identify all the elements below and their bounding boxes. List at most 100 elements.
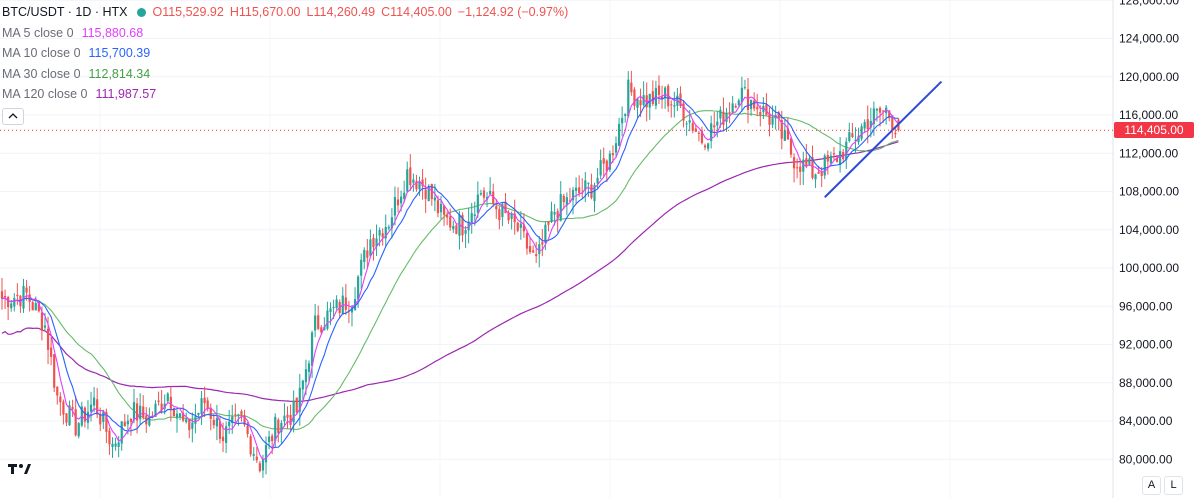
candle-body (132, 402, 136, 420)
candle-body (860, 126, 863, 139)
candle-body (406, 169, 409, 192)
candle-body (756, 107, 759, 110)
candle-body (571, 190, 575, 201)
candle-body (762, 106, 765, 113)
candle-body (86, 411, 90, 423)
candle-body (105, 411, 108, 432)
candle-body (203, 397, 206, 404)
trendline-drawing[interactable] (824, 80, 943, 198)
candle-body (473, 214, 476, 217)
candle-body (378, 230, 381, 236)
candle-body (372, 237, 375, 248)
candle-body (866, 119, 869, 130)
candle-body (470, 213, 473, 225)
candle-body (329, 308, 332, 312)
collapse-legend-button[interactable] (2, 107, 24, 125)
candle-body (59, 396, 62, 403)
candle-body (22, 285, 25, 309)
candle-body (218, 421, 222, 439)
candle-body (206, 400, 209, 409)
candle-body (765, 104, 768, 116)
candle-body (31, 302, 34, 311)
candle-body (602, 158, 605, 164)
candle-body (108, 430, 111, 445)
ma120-legend[interactable]: MA 120 close 0 111,987.57 (2, 84, 574, 105)
auto-scale-button[interactable]: A (1142, 476, 1161, 495)
candle-body (449, 216, 452, 228)
ma5-legend[interactable]: MA 5 close 0 115,880.68 (2, 23, 574, 44)
candle-body (436, 200, 440, 214)
candle-body (71, 406, 74, 410)
candle-body (188, 419, 191, 431)
candle-body (320, 327, 323, 333)
candle-body (842, 152, 845, 160)
candle-body (676, 95, 679, 106)
candle-body (7, 297, 10, 308)
candle-body (630, 82, 633, 93)
open-value: O115,529.92 (152, 5, 224, 19)
candle-body (851, 133, 854, 137)
candle-body (498, 209, 501, 221)
candle-body (225, 426, 228, 444)
candle-body (562, 195, 565, 203)
price-axis-label: 112,000.00 (1119, 146, 1178, 160)
candle-body (544, 224, 547, 243)
candle-body (160, 403, 163, 411)
candle-body (415, 181, 418, 190)
candle-body (535, 254, 538, 257)
candle-body (0, 291, 4, 299)
candle-body (541, 241, 544, 245)
candle-body (817, 171, 820, 174)
candle-body (802, 159, 805, 172)
candle-body (863, 122, 866, 129)
ma30-legend[interactable]: MA 30 close 0 112,814.34 (2, 64, 574, 85)
candle-body (332, 307, 335, 309)
candle-body (590, 184, 593, 198)
candle-body (464, 230, 467, 234)
candle-body (178, 413, 182, 417)
low-value: L114,260.49 (306, 5, 376, 19)
candle-body (13, 298, 16, 307)
candle-body (848, 132, 851, 141)
price-axis-label: 124,000.00 (1119, 32, 1179, 46)
candle-body (366, 250, 369, 258)
candle-body (574, 187, 578, 191)
candle-body (191, 422, 194, 429)
candle-body (390, 217, 393, 229)
candle-body (728, 112, 731, 114)
candle-body (384, 226, 387, 239)
candle-body (357, 276, 360, 300)
ma30-path (1, 110, 899, 431)
ma30-value: 112,814.34 (88, 66, 151, 81)
candle-body (237, 414, 240, 416)
candle-body (102, 411, 105, 422)
candle-body (799, 166, 802, 172)
chevron-up-icon (8, 113, 18, 119)
candle-body (786, 128, 790, 140)
candle-body (442, 205, 446, 215)
candle-body (691, 123, 694, 131)
log-scale-button[interactable]: L (1164, 476, 1183, 495)
candle-body (277, 419, 280, 434)
candle-body (528, 246, 532, 253)
candle-body (774, 114, 777, 119)
ma10-legend[interactable]: MA 10 close 0 115,700.39 (2, 43, 574, 64)
candle-body (148, 416, 151, 426)
candle-body (317, 315, 320, 329)
candle-body (467, 221, 470, 231)
candle-body (587, 182, 590, 184)
candle-body (495, 205, 498, 210)
candle-body (182, 412, 185, 421)
candle-body (360, 259, 363, 276)
candle-body (255, 456, 258, 461)
candle-body (439, 203, 443, 213)
candle-body (231, 416, 234, 424)
symbol-title[interactable]: BTC/USDT · 1D · HTX (2, 5, 128, 19)
candle-body (43, 325, 47, 328)
tradingview-logo-icon[interactable] (8, 462, 32, 482)
price-axis-label: 120,000.00 (1119, 70, 1179, 84)
candle-body (645, 95, 648, 108)
candle-body (731, 103, 734, 113)
candle-body (310, 332, 314, 366)
